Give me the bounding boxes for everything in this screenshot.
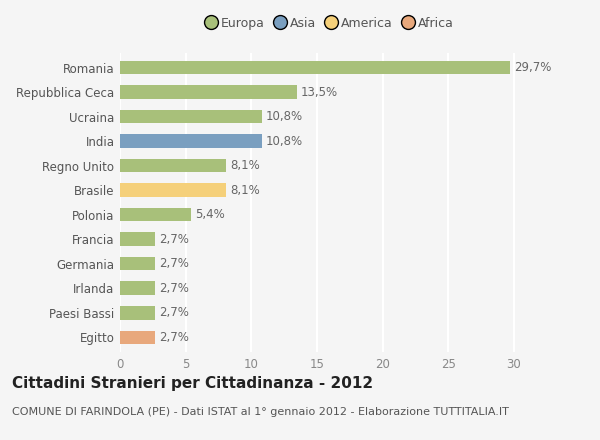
Bar bbox=[120, 208, 191, 221]
Bar bbox=[120, 110, 262, 123]
Bar bbox=[120, 257, 155, 271]
Text: Cittadini Stranieri per Cittadinanza - 2012: Cittadini Stranieri per Cittadinanza - 2… bbox=[12, 376, 373, 391]
Text: 8,1%: 8,1% bbox=[230, 183, 260, 197]
Text: 10,8%: 10,8% bbox=[266, 110, 303, 123]
Bar bbox=[120, 61, 510, 74]
Text: 5,4%: 5,4% bbox=[195, 208, 224, 221]
Bar bbox=[120, 159, 226, 172]
Text: 2,7%: 2,7% bbox=[160, 331, 189, 344]
Bar bbox=[120, 306, 155, 319]
Bar bbox=[120, 183, 226, 197]
Text: 10,8%: 10,8% bbox=[266, 135, 303, 147]
Text: 2,7%: 2,7% bbox=[160, 257, 189, 270]
Text: 2,7%: 2,7% bbox=[160, 306, 189, 319]
Text: COMUNE DI FARINDOLA (PE) - Dati ISTAT al 1° gennaio 2012 - Elaborazione TUTTITAL: COMUNE DI FARINDOLA (PE) - Dati ISTAT al… bbox=[12, 407, 509, 417]
Bar bbox=[120, 85, 297, 99]
Bar bbox=[120, 330, 155, 344]
Legend: Europa, Asia, America, Africa: Europa, Asia, America, Africa bbox=[206, 17, 454, 30]
Text: 2,7%: 2,7% bbox=[160, 282, 189, 295]
Text: 13,5%: 13,5% bbox=[301, 85, 338, 99]
Text: 2,7%: 2,7% bbox=[160, 233, 189, 246]
Bar bbox=[120, 232, 155, 246]
Text: 29,7%: 29,7% bbox=[514, 61, 551, 74]
Bar bbox=[120, 282, 155, 295]
Text: 8,1%: 8,1% bbox=[230, 159, 260, 172]
Bar bbox=[120, 134, 262, 148]
